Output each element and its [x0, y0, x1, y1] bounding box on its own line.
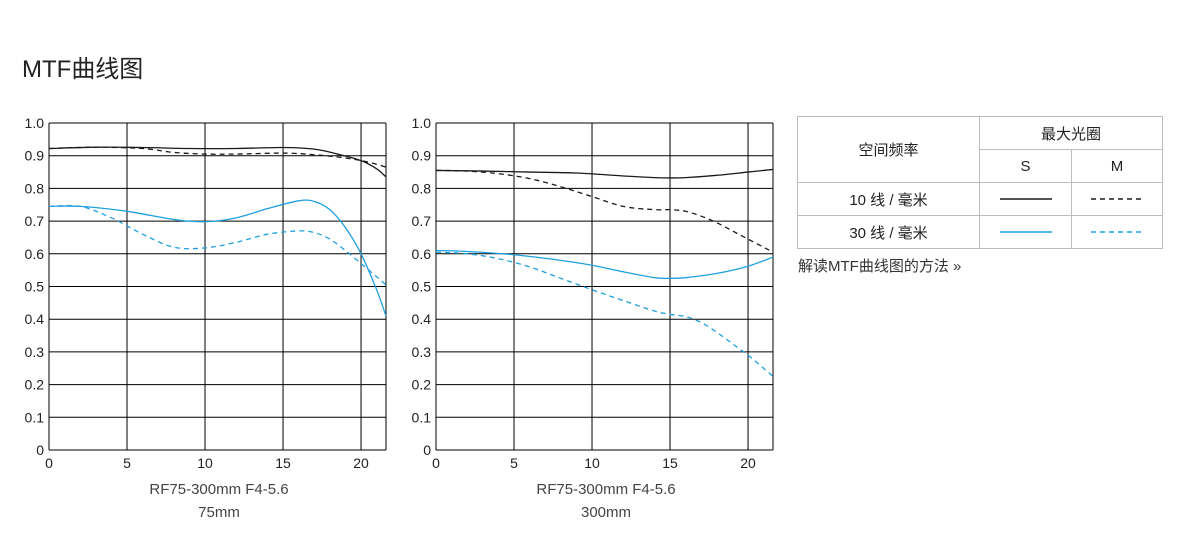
caption-lens-name: RF75-300mm F4-5.6 — [149, 481, 289, 498]
x-tick-label: 0 — [432, 455, 440, 471]
y-tick-label: 0 — [36, 442, 44, 458]
mtf-chart-75mm: 0 0.1 0.2 0.3 0.4 0.5 0.6 0.7 0.8 0.9 1.0 0 5 10 15 20 — [25, 115, 387, 471]
y-tick-label: 0.5 — [25, 279, 45, 295]
legend-m-header: M — [1071, 149, 1163, 183]
y-tick-label: 0.6 — [25, 246, 45, 262]
x-tick-label: 20 — [353, 455, 369, 471]
legend-swatch-10-s — [979, 182, 1072, 216]
y-tick-label: 0.4 — [412, 311, 432, 327]
y-tick-label: 1.0 — [25, 115, 45, 131]
y-tick-label: 0.3 — [412, 344, 432, 360]
mtf-guide-link[interactable]: 解读MTF曲线图的方法 » — [798, 258, 962, 275]
y-tick-label: 0.1 — [25, 409, 45, 425]
y-tick-label: 0.7 — [412, 213, 432, 229]
chart-caption-300mm: RF75-300mm F4-5.6 300mm — [436, 478, 776, 524]
y-tick-label: 0.3 — [25, 344, 45, 360]
x-tick-label: 15 — [275, 455, 291, 471]
chart-caption-75mm: RF75-300mm F4-5.6 75mm — [49, 478, 389, 524]
series-10-s-line — [435, 168, 774, 179]
series-10-m-line — [48, 146, 387, 168]
x-tick-label: 5 — [123, 455, 131, 471]
series-30-m-line — [48, 204, 387, 286]
y-tick-label: 1.0 — [412, 115, 432, 131]
legend-max-aperture-header: 最大光圈 — [979, 116, 1163, 150]
caption-lens-name: RF75-300mm F4-5.6 — [536, 481, 676, 498]
legend-spatial-frequency-header: 空间频率 — [797, 116, 980, 183]
mtf-legend-table: 空间频率 最大光圈 S M 10 线 / 毫米 30 线 / 毫米 — [797, 116, 1163, 249]
legend-row-10-label: 10 线 / 毫米 — [797, 182, 980, 216]
y-tick-label: 0.7 — [25, 213, 45, 229]
legend-s-header: S — [979, 149, 1072, 183]
x-tick-label: 5 — [510, 455, 518, 471]
legend-swatch-30-m — [1071, 215, 1163, 249]
series-10-m-line — [435, 169, 774, 253]
caption-focal-length: 300mm — [580, 504, 632, 521]
x-tick-label: 10 — [197, 455, 213, 471]
mtf-chart-300mm: 0 0.1 0.2 0.3 0.4 0.5 0.6 0.7 0.8 0.9 1.0 0 5 10 15 20 — [412, 115, 774, 471]
legend-swatch-30-s — [979, 215, 1072, 249]
legend-swatch-10-m — [1071, 182, 1163, 216]
x-tick-label: 15 — [662, 455, 678, 471]
y-tick-label: 0.5 — [412, 279, 432, 295]
y-tick-label: 0.4 — [25, 311, 45, 327]
page-title: MTF曲线图 — [22, 56, 144, 83]
x-tick-label: 20 — [740, 455, 756, 471]
legend-row-30-label: 30 线 / 毫米 — [797, 215, 980, 249]
y-tick-label: 0 — [423, 442, 431, 458]
y-tick-label: 0.9 — [412, 148, 432, 164]
series-30-m-line — [435, 251, 774, 377]
y-tick-label: 0.1 — [412, 409, 432, 425]
x-tick-label: 10 — [584, 455, 600, 471]
x-tick-label: 0 — [45, 455, 53, 471]
y-tick-label: 0.8 — [25, 180, 45, 196]
caption-focal-length: 75mm — [198, 504, 240, 521]
series-30-s-line — [48, 199, 387, 317]
y-tick-label: 0.2 — [25, 377, 45, 393]
series-30-s-line — [435, 249, 774, 280]
y-tick-label: 0.2 — [412, 377, 432, 393]
y-tick-label: 0.8 — [412, 180, 432, 196]
y-tick-label: 0.9 — [25, 148, 45, 164]
series-10-s-line — [48, 146, 387, 178]
y-tick-label: 0.6 — [412, 246, 432, 262]
